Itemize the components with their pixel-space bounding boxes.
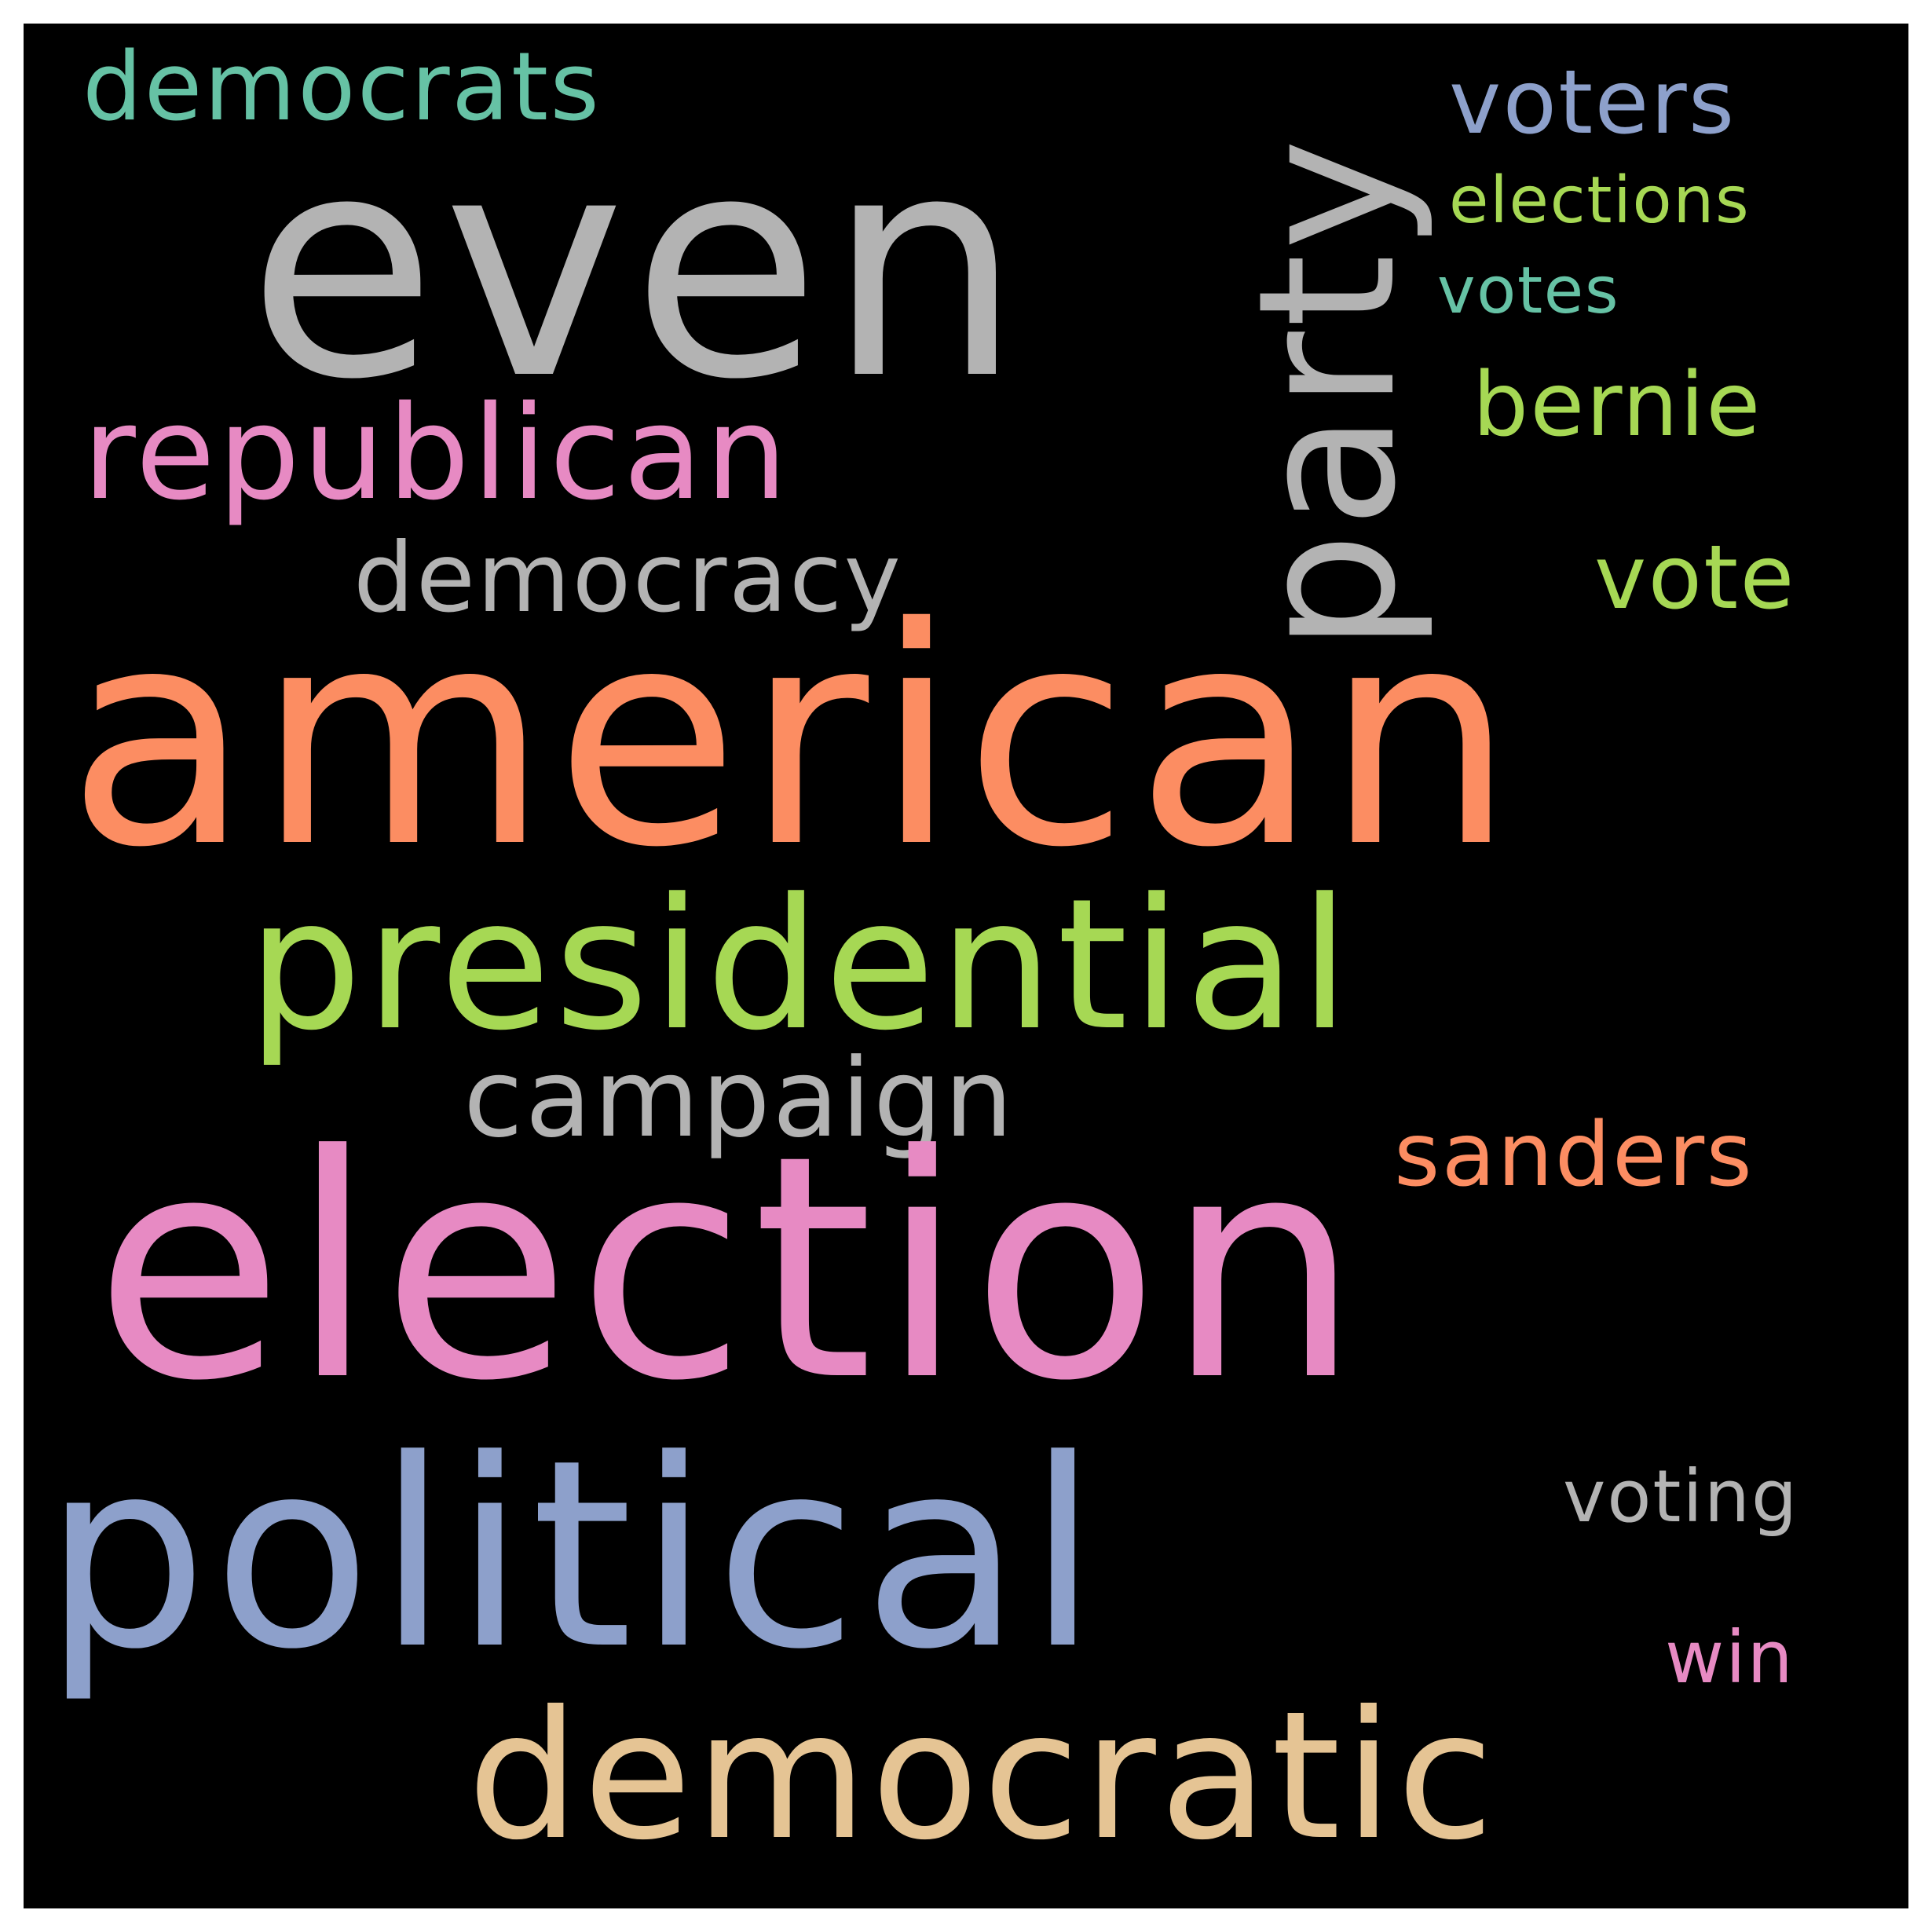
- word-votes: votes: [1437, 254, 1620, 328]
- word-democrats: democrats: [82, 33, 602, 142]
- word-democratic: democratic: [467, 1674, 1498, 1879]
- word-american: american: [67, 564, 1521, 913]
- word-even: even: [247, 89, 1029, 447]
- word-bernie: bernie: [1473, 354, 1762, 456]
- word-voters: voters: [1449, 52, 1736, 154]
- word-election: election: [94, 1090, 1367, 1448]
- word-political: political: [43, 1404, 1104, 1706]
- word-republican: republican: [82, 378, 790, 529]
- word-campaign: campaign: [463, 1035, 1015, 1162]
- word-voting: voting: [1563, 1454, 1799, 1539]
- word-vote: vote: [1594, 527, 1796, 629]
- word-sanders: sanders: [1394, 1104, 1755, 1206]
- word-presidential: presidential: [247, 861, 1354, 1070]
- word-cloud-canvas: even democrats voters elections votes be…: [24, 24, 1908, 1908]
- word-elections: elections: [1449, 163, 1751, 238]
- word-win: win: [1665, 1615, 1795, 1700]
- word-democracy: democracy: [353, 522, 903, 634]
